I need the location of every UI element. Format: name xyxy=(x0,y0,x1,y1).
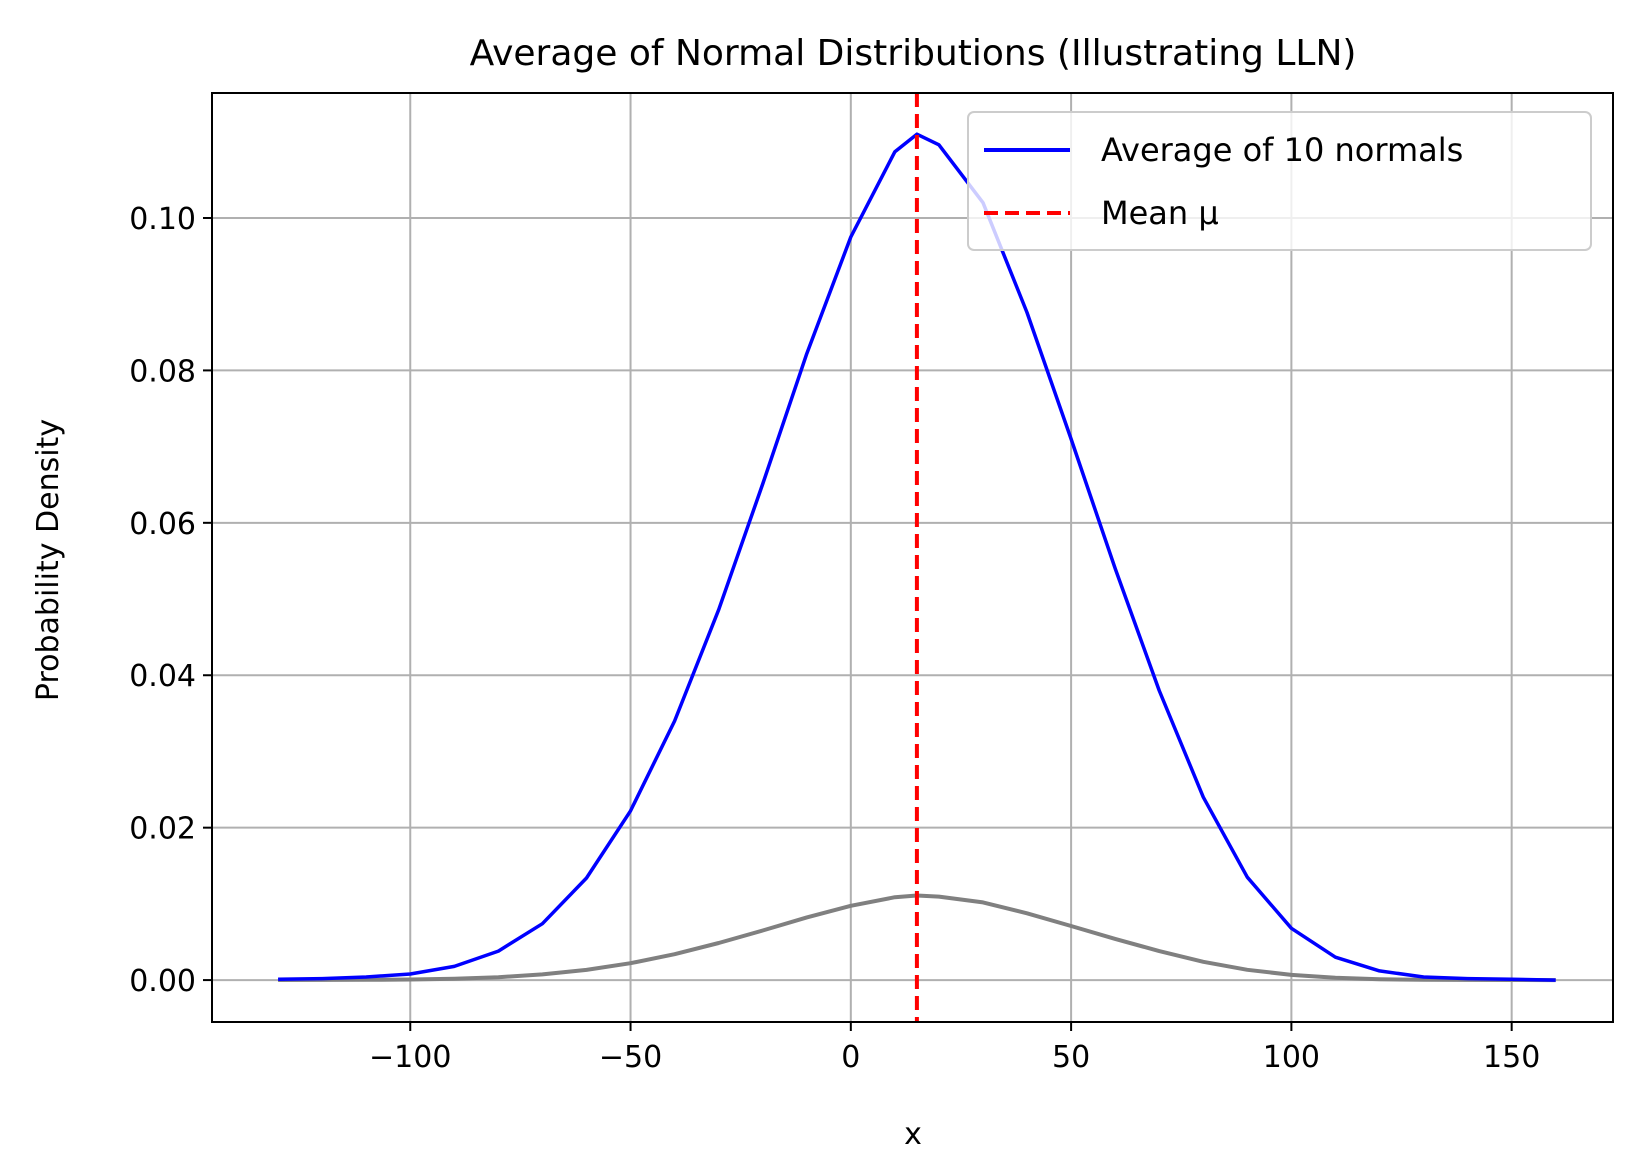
y-tick-label: 0.06 xyxy=(129,507,196,542)
x-tick-label: 0 xyxy=(841,1040,860,1075)
series-line-average-of-10-normals xyxy=(278,132,1556,982)
x-tick-label: 50 xyxy=(1052,1040,1090,1075)
y-tick-label: 0.00 xyxy=(129,964,196,999)
y-tick-label: 0.10 xyxy=(129,202,196,237)
axis-ticks: −100 −50 0 50 100 150 0.00 0.02 0.04 0.06 0.08 0.10 xyxy=(129,202,1540,1075)
legend-label: Average of 10 normals xyxy=(1101,131,1463,169)
legend-box xyxy=(967,111,1592,251)
x-tick-label: −100 xyxy=(369,1040,451,1075)
grid xyxy=(212,93,1613,1022)
x-tick-label: 150 xyxy=(1483,1040,1540,1075)
x-axis-label: x xyxy=(904,1117,922,1152)
y-tick-label: 0.04 xyxy=(129,659,196,694)
y-axis-label: Probability Density xyxy=(31,419,66,701)
x-tick-label: −50 xyxy=(599,1040,662,1075)
legend: Average of 10 normals Mean μ xyxy=(967,111,1592,251)
y-tick-label: 0.08 xyxy=(129,354,196,389)
chart-title: Average of Normal Distributions (Illustr… xyxy=(470,33,1357,74)
plot-area xyxy=(278,93,1556,1022)
plot-frame xyxy=(211,92,1614,1023)
x-tick-label: 100 xyxy=(1263,1040,1320,1075)
legend-label: Mean μ xyxy=(1101,194,1219,232)
y-tick-label: 0.02 xyxy=(129,812,196,847)
